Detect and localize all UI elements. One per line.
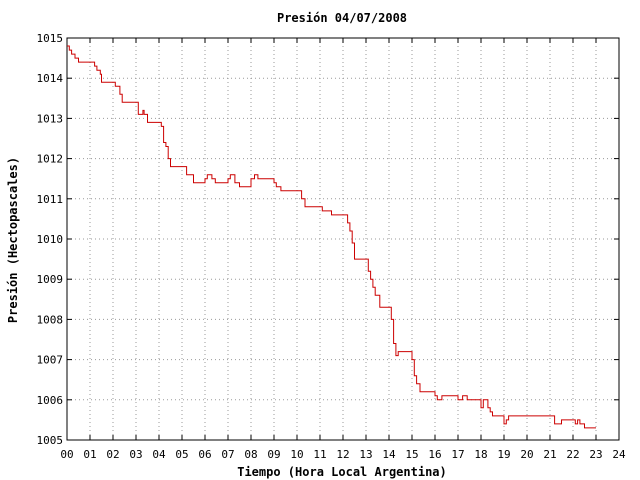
x-axis-label: Tiempo (Hora Local Argentina) — [237, 465, 447, 479]
y-tick-label: 1009 — [37, 273, 64, 286]
y-tick-label: 1011 — [37, 193, 64, 206]
x-tick-labels: 00 01 02 03 04 05 06 07 08 09 10 11 12 13 14 15 16 17 18 19… — [60, 38, 626, 461]
x-tick-label: 14 — [382, 448, 396, 461]
y-tick-label: 1014 — [37, 72, 64, 85]
x-tick-label: 00 — [60, 448, 73, 461]
x-tick-label: 10 — [290, 448, 303, 461]
x-tick-label: 20 — [520, 448, 533, 461]
y-tick-label: 1015 — [37, 32, 64, 45]
x-tick-label: 19 — [497, 448, 510, 461]
y-tick-label: 1006 — [37, 394, 64, 407]
pressure-series-line — [67, 45, 596, 429]
x-tick-label: 04 — [152, 448, 166, 461]
y-axis-label: Presión (Hectopascales) — [6, 157, 20, 323]
y-tick-label: 1007 — [37, 354, 64, 367]
plot-frame — [66, 37, 620, 441]
x-tick-label: 08 — [244, 448, 257, 461]
x-tick-label: 22 — [566, 448, 579, 461]
x-tick-label: 11 — [313, 448, 326, 461]
y-tick-label: 1012 — [37, 153, 64, 166]
x-tick-label: 02 — [106, 448, 119, 461]
y-tick-label: 1005 — [37, 434, 64, 447]
grid-lines — [67, 38, 619, 440]
y-tick-labels: 1005 1006 1007 1008 1009 1010 1011 1012 1013 1014… — [37, 32, 619, 447]
x-tick-label: 09 — [267, 448, 280, 461]
x-tick-label: 18 — [474, 448, 487, 461]
x-tick-label: 06 — [198, 448, 211, 461]
x-tick-label: 12 — [336, 448, 349, 461]
x-tick-label: 13 — [359, 448, 372, 461]
x-tick-label: 01 — [83, 448, 96, 461]
x-tick-label: 24 — [612, 448, 626, 461]
x-tick-label: 15 — [405, 448, 418, 461]
y-tick-label: 1013 — [37, 112, 64, 125]
y-tick-label: 1010 — [37, 233, 64, 246]
x-tick-label: 03 — [129, 448, 142, 461]
x-tick-label: 17 — [451, 448, 464, 461]
x-tick-label: 07 — [221, 448, 234, 461]
x-tick-label: 05 — [175, 448, 188, 461]
y-tick-label: 1008 — [37, 313, 64, 326]
x-tick-label: 23 — [589, 448, 602, 461]
x-tick-label: 16 — [428, 448, 441, 461]
x-tick-label: 21 — [543, 448, 556, 461]
chart-title: Presión 04/07/2008 — [277, 11, 407, 25]
